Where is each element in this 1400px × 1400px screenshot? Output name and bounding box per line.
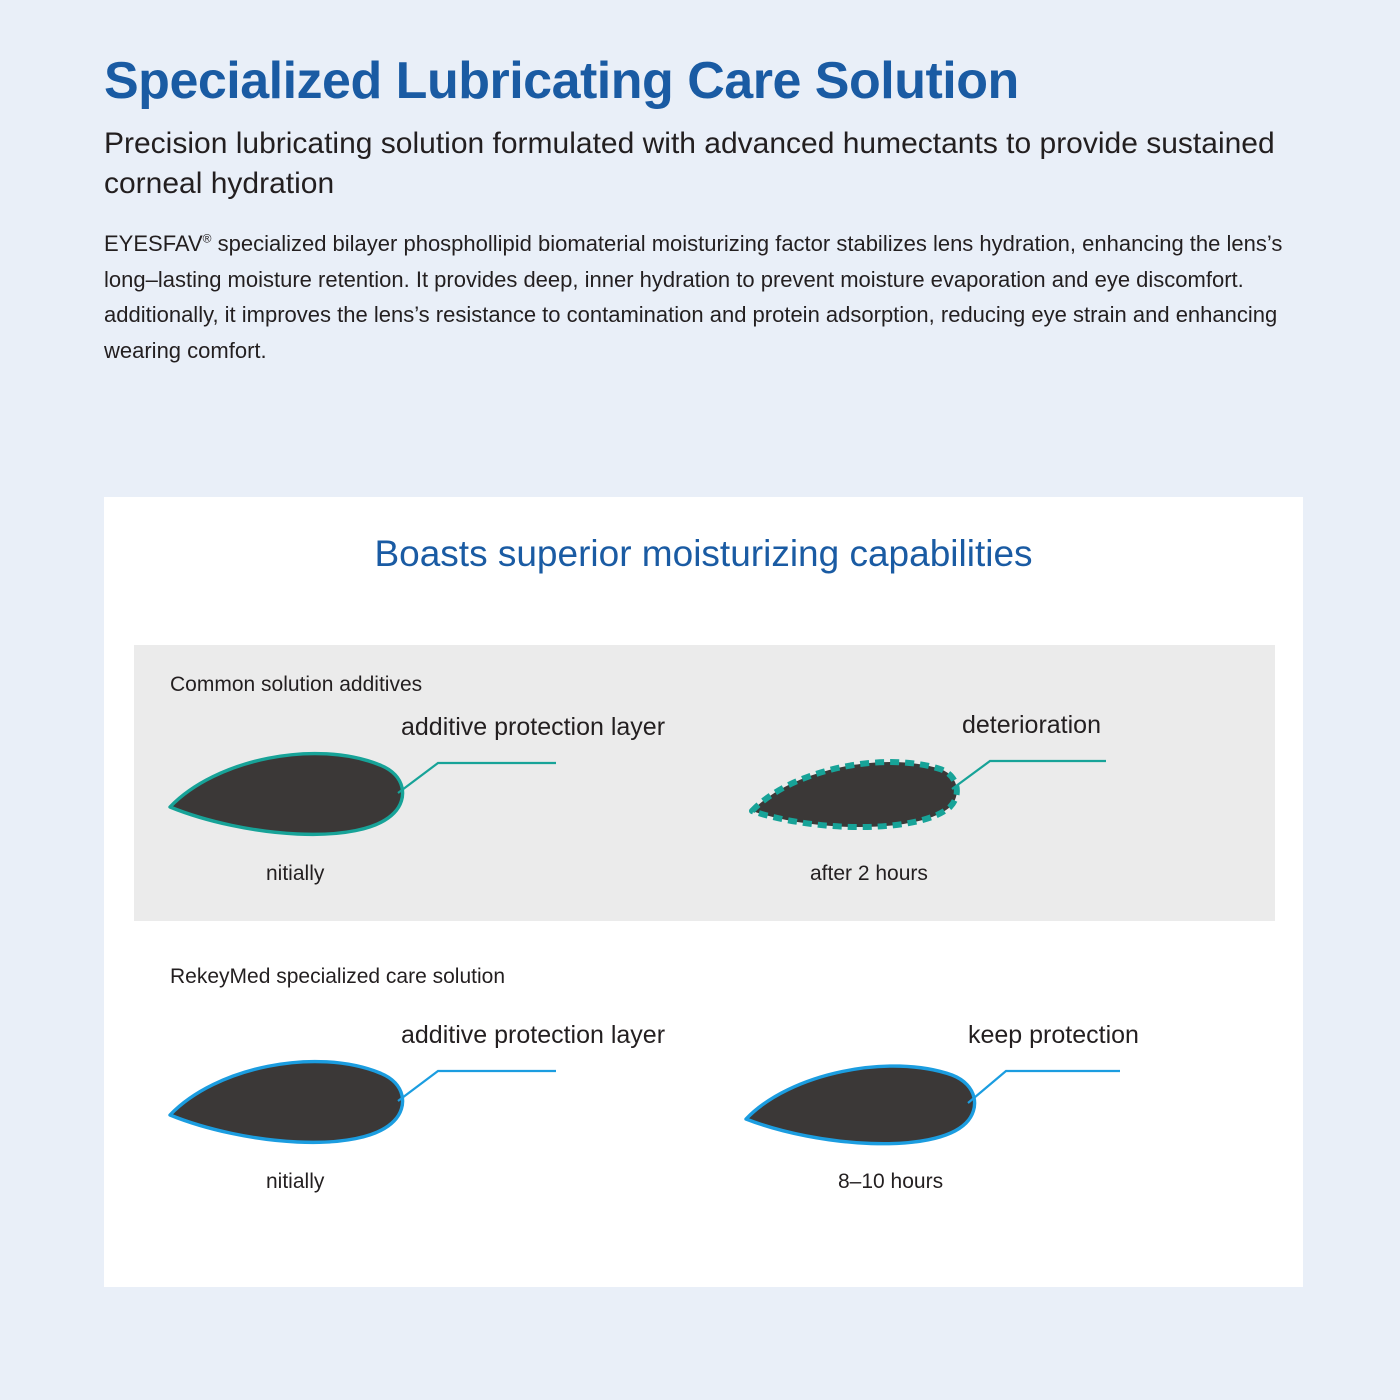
diagram-rekey-initial: additive protection layer nitially — [156, 1015, 665, 1205]
callout-leader-line — [397, 761, 556, 794]
lens-diagram-svg — [168, 751, 556, 837]
callout-label-deterioration: deterioration — [962, 711, 1101, 739]
stage-label-initially: nitially — [266, 862, 325, 885]
lens-diagram-svg — [749, 759, 1106, 831]
diagram-common-after-2-hours: deterioration after 2 hours — [734, 707, 1204, 897]
page-title: Specialized Lubricating Care Solution — [104, 52, 1019, 110]
callout-leader-line — [397, 1069, 556, 1102]
diagram-rekey-8-10-hours: keep protection 8–10 hours — [734, 1015, 1204, 1205]
panel-label-common: Common solution additives — [170, 673, 423, 696]
page-header: Specialized Lubricating Care Solution Pr… — [104, 52, 1332, 369]
brand-name: EYESFAV — [104, 231, 203, 257]
lens-shape-deteriorated — [749, 759, 960, 831]
lens-diagram-svg — [168, 1059, 556, 1145]
panel-label-rekeymed: RekeyMed specialized care solution — [170, 965, 506, 988]
lens-shape — [744, 1064, 977, 1146]
callout-label-additive-protection-layer: additive protection layer — [401, 713, 666, 741]
callout-leader-line — [951, 759, 1106, 790]
stage-label-after-2-hours: after 2 hours — [810, 862, 928, 885]
callout-leader-line — [967, 1069, 1120, 1104]
panel-common-solution-additives: Common solution additives additive prote… — [134, 645, 1275, 921]
lens-diagram-svg — [744, 1064, 1120, 1146]
stage-label-8-10-hours: 8–10 hours — [838, 1170, 944, 1193]
callout-label-additive-protection-layer: additive protection layer — [401, 1021, 666, 1049]
lens-shape — [168, 1059, 405, 1145]
card-title: Boasts superior moisturizing capabilitie… — [374, 533, 1033, 574]
panel-rekeymed-care-solution: RekeyMed specialized care solution addit… — [134, 937, 1275, 1257]
page-description-rest: specialized bilayer phosphollipid biomat… — [104, 231, 1283, 363]
registered-trademark-icon: ® — [202, 231, 212, 246]
stage-label-initially: nitially — [266, 1170, 325, 1193]
lens-shape — [168, 751, 405, 837]
diagram-common-initial: additive protection layer nitially — [156, 707, 665, 897]
callout-label-keep-protection: keep protection — [968, 1021, 1139, 1049]
page-subtitle: Precision lubricating solution formulate… — [104, 127, 1275, 201]
page-description: EYESFAV® specialized bilayer phosphollip… — [104, 226, 1316, 369]
moisturizing-capability-card: Boasts superior moisturizing capabilitie… — [104, 497, 1303, 1287]
